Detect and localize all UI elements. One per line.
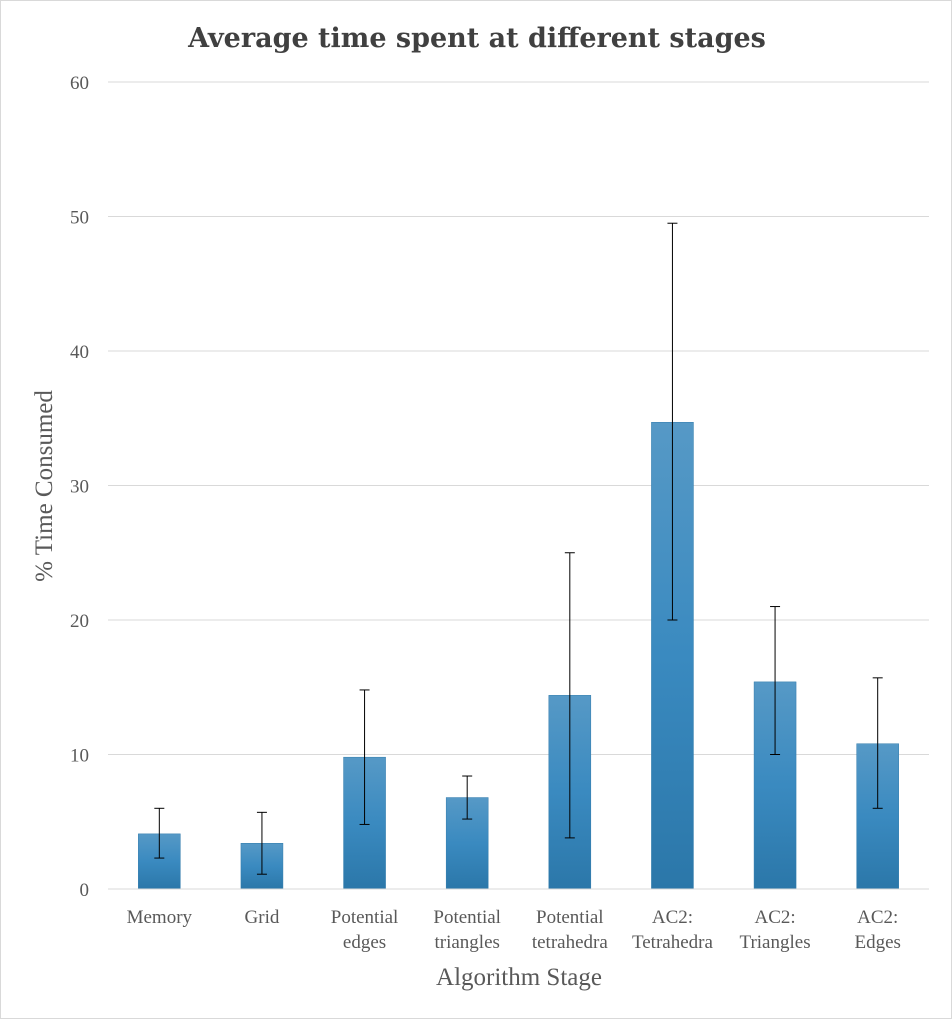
y-axis-ticks: 0 10 20 30 40 50 60	[70, 73, 89, 901]
y-tick-label: 50	[70, 208, 89, 229]
error-bars	[154, 222, 883, 875]
gridlines	[108, 81, 929, 755]
error-bar	[359, 689, 370, 825]
y-tick-label: 40	[70, 342, 89, 363]
x-axis-title: Algorithm Stage	[436, 964, 602, 991]
error-bar	[872, 677, 883, 809]
error-bar	[462, 775, 473, 820]
y-tick-label: 30	[70, 477, 89, 498]
x-tick-label: Potential tetrahedra	[532, 907, 609, 953]
x-tick-label: Grid	[245, 907, 280, 928]
error-bar	[154, 807, 165, 859]
x-tick-label: Memory	[127, 907, 193, 928]
chart-title: Average time spent at different stages	[187, 23, 766, 54]
y-tick-label: 10	[70, 746, 89, 767]
error-bar	[564, 552, 575, 839]
error-bar	[770, 606, 781, 755]
y-axis-title: % Time Consumed	[31, 390, 58, 582]
x-tick-label: AC2: Edges	[854, 907, 900, 953]
y-tick-label: 20	[70, 611, 89, 632]
x-tick-label: Potential edges	[331, 907, 399, 953]
x-tick-label: AC2: Triangles	[740, 907, 811, 953]
error-bar	[256, 811, 267, 875]
y-tick-label: 60	[70, 73, 89, 94]
x-tick-label: Potential triangles	[433, 907, 501, 953]
x-tick-label: AC2: Tetrahedra	[632, 907, 714, 953]
bars	[138, 422, 899, 890]
y-tick-label: 0	[80, 880, 90, 901]
x-axis-categories: Memory Grid Potential edges Potential triangl…	[127, 907, 901, 953]
error-bar	[667, 222, 678, 621]
